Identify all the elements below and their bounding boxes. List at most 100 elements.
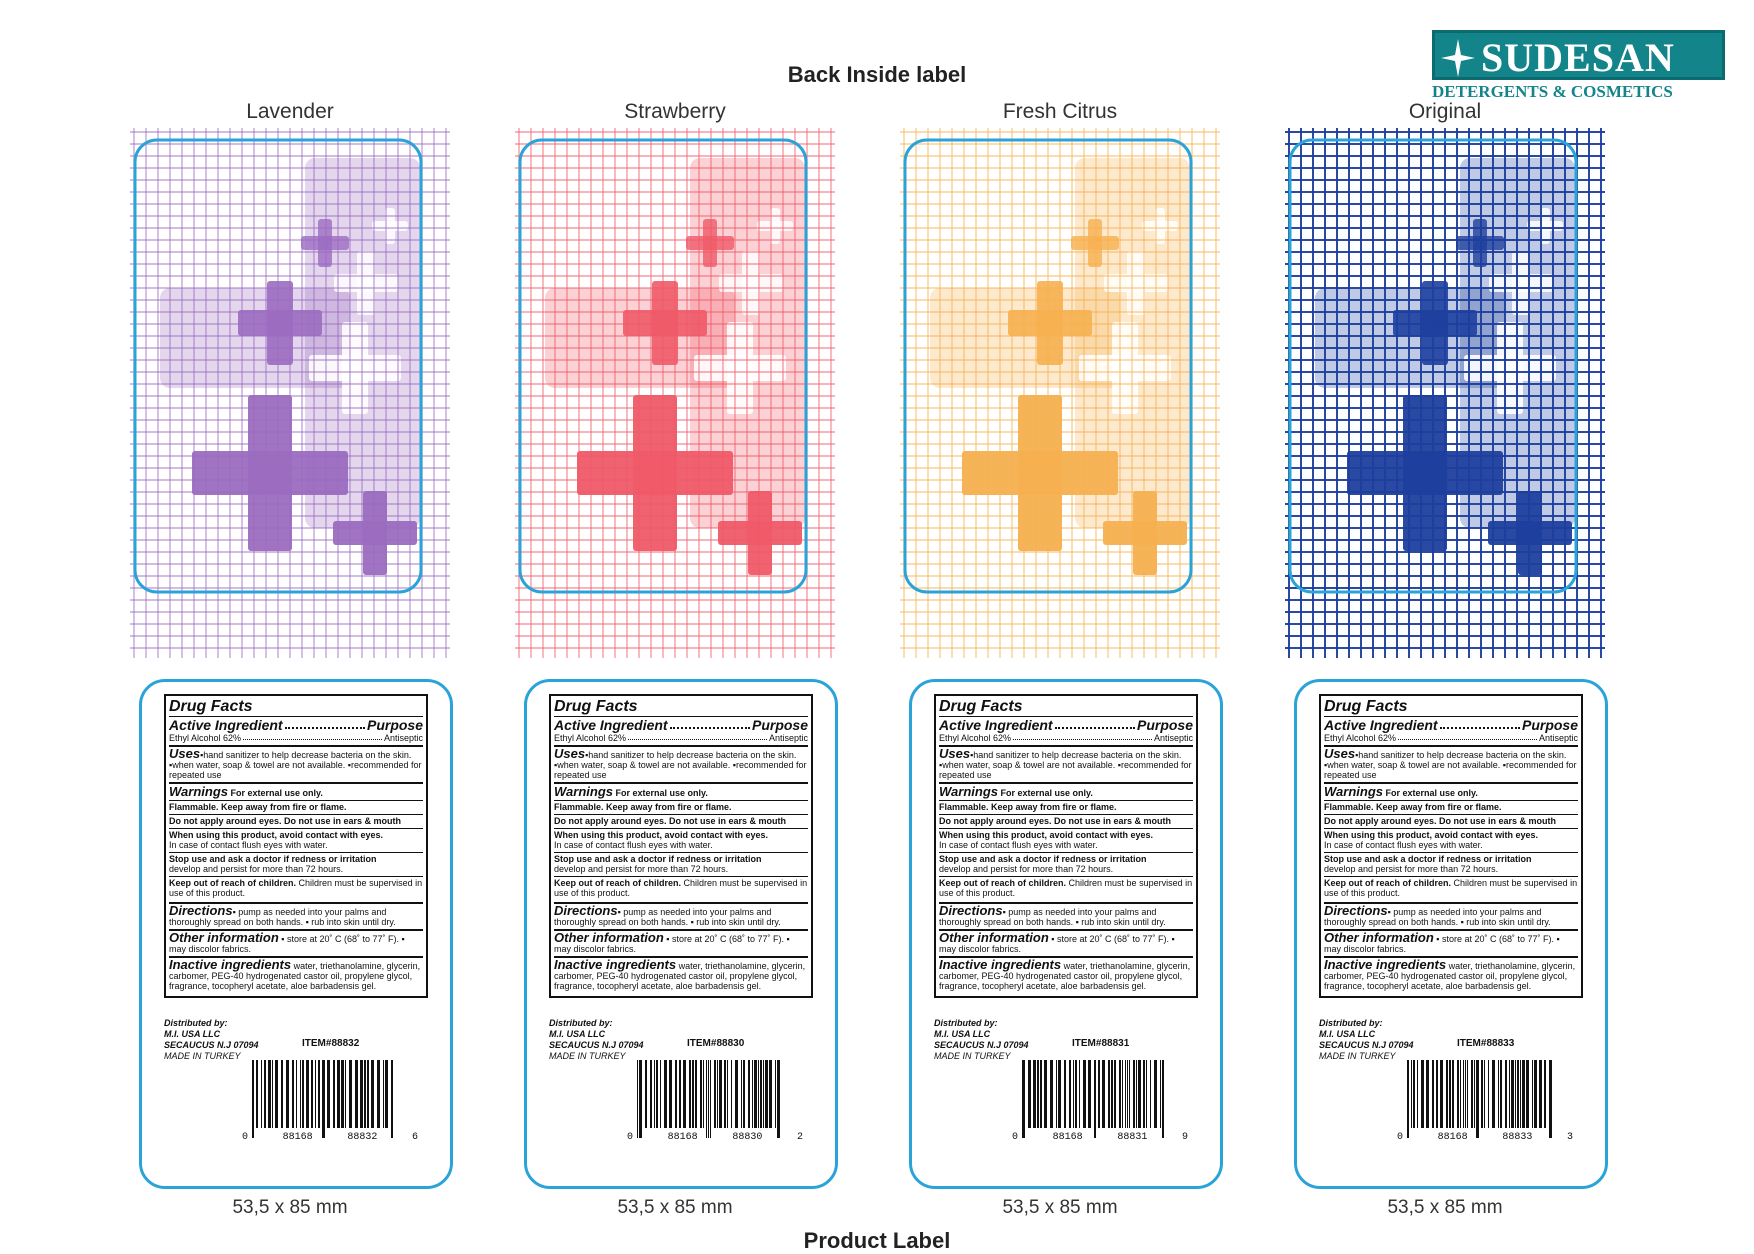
barcode-bar bbox=[763, 1060, 764, 1128]
barcode-bar bbox=[345, 1060, 346, 1128]
barcode-bar bbox=[1146, 1060, 1147, 1128]
barcode-bar bbox=[1058, 1060, 1061, 1128]
barcode-digit-left: 0 bbox=[242, 1132, 249, 1143]
warnings-section: Warnings For external use only. Flammabl… bbox=[554, 784, 808, 904]
barcode-bar bbox=[1073, 1060, 1074, 1128]
warning-flammable: Flammable. Keep away from fire or flame. bbox=[939, 801, 1193, 815]
warning-children-line2: Children must be supervised in use of th… bbox=[1324, 878, 1578, 898]
barcode-bar bbox=[385, 1060, 388, 1128]
barcode-bar bbox=[1143, 1060, 1145, 1128]
barcode-bar bbox=[281, 1060, 283, 1128]
inactive-section: Inactive ingredients water, triethanolam… bbox=[169, 958, 423, 993]
distributor-name: M.I. USA LLC bbox=[934, 1029, 991, 1039]
ingredient-row: Ethyl Alcohol 62% Antiseptic bbox=[554, 733, 808, 747]
barcode-digit-right: 2 bbox=[796, 1132, 803, 1143]
uses-heading: Uses bbox=[1324, 746, 1356, 761]
barcode-bar bbox=[703, 1060, 704, 1128]
warning-contact: When using this product, avoid contact w… bbox=[169, 829, 423, 853]
barcode bbox=[252, 1060, 393, 1138]
cross-bottom-h bbox=[333, 521, 417, 545]
directions-heading: Directions bbox=[1324, 903, 1388, 918]
ingredient-name: Ethyl Alcohol 62% bbox=[1324, 733, 1397, 743]
inactive-section: Inactive ingredients water, triethanolam… bbox=[939, 958, 1193, 993]
barcode-bar bbox=[769, 1060, 772, 1128]
barcode-bar bbox=[656, 1060, 658, 1128]
back-label: Drug Facts Active Ingredient Purpose Eth… bbox=[909, 679, 1223, 1189]
distributor-name: M.I. USA LLC bbox=[164, 1029, 221, 1039]
barcode-bar bbox=[708, 1060, 709, 1138]
logo-box: SUDESAN bbox=[1432, 30, 1725, 80]
front-outline bbox=[518, 138, 808, 594]
barcode-bar bbox=[1033, 1060, 1036, 1128]
drug-facts-panel: Drug Facts Active Ingredient Purpose Eth… bbox=[934, 694, 1198, 998]
warnings-section: Warnings For external use only. Flammabl… bbox=[939, 784, 1193, 904]
cross-white-small-h bbox=[1104, 274, 1168, 292]
uses-section: Uses▪hand sanitizer to help decrease bac… bbox=[169, 747, 423, 784]
drug-facts-title: Drug Facts bbox=[1324, 698, 1578, 717]
front-outline bbox=[903, 138, 1193, 594]
variant-name: Lavender bbox=[246, 100, 334, 123]
warning-stop-line2: develop and persist for more than 72 hou… bbox=[554, 864, 729, 874]
cross-large-h bbox=[962, 451, 1118, 495]
barcode-bar bbox=[639, 1060, 642, 1138]
barcode-bar bbox=[275, 1060, 278, 1128]
barcode-bar bbox=[1484, 1060, 1485, 1128]
company-name: SUDESAN bbox=[1481, 35, 1675, 80]
barcode-bar bbox=[1505, 1060, 1507, 1128]
back-label: Drug Facts Active Ingredient Purpose Eth… bbox=[139, 679, 453, 1189]
barcode-bar bbox=[706, 1060, 707, 1138]
other-info-heading: Other information bbox=[169, 930, 279, 945]
drug-facts-title: Drug Facts bbox=[939, 698, 1193, 717]
drug-facts-title: Drug Facts bbox=[554, 698, 808, 717]
barcode-bar bbox=[1119, 1060, 1121, 1128]
barcode-bar bbox=[743, 1060, 745, 1128]
other-info-text: ▪ store at 20˚ C (68˚ to 77˚ F). ▪ may d… bbox=[169, 934, 405, 954]
leader-dots bbox=[1013, 733, 1152, 740]
barcode-bar bbox=[1094, 1060, 1096, 1138]
warnings-intro-row: Warnings For external use only. bbox=[554, 785, 808, 801]
warning-contact: When using this product, avoid contact w… bbox=[1324, 829, 1578, 853]
ingredient-row: Ethyl Alcohol 62% Antiseptic bbox=[939, 733, 1193, 747]
warnings-heading: Warnings bbox=[1324, 784, 1383, 799]
uses-text: ▪hand sanitizer to help decrease bacteri… bbox=[554, 750, 807, 780]
barcode-bar bbox=[1460, 1060, 1461, 1128]
barcode-bar bbox=[322, 1060, 325, 1138]
barcode-bar bbox=[692, 1060, 694, 1128]
inactive-heading: Inactive ingredients bbox=[939, 957, 1062, 972]
directions-section: Directions▪ pump as needed into your pal… bbox=[1324, 904, 1578, 931]
warning-contact-line1: When using this product, avoid contact w… bbox=[554, 830, 769, 840]
barcode-bar bbox=[1417, 1060, 1418, 1128]
cross-white-large-h bbox=[694, 355, 786, 381]
distributor-address: SECAUCUS N.J 07094 bbox=[934, 1040, 1029, 1050]
barcode-bar bbox=[727, 1060, 728, 1128]
purpose-heading: Purpose bbox=[1136, 717, 1193, 733]
barcode-bar bbox=[724, 1060, 726, 1128]
variant-name: Original bbox=[1408, 100, 1482, 123]
barcode-bar bbox=[327, 1060, 330, 1128]
distributed-by: Distributed by: bbox=[1319, 1018, 1383, 1028]
barcode-bar bbox=[1122, 1060, 1123, 1128]
warning-children-line1: Keep out of reach of children. bbox=[939, 878, 1067, 888]
warning-eyes: Do not apply around eyes. Do not use in … bbox=[1324, 815, 1578, 829]
barcode-bar bbox=[306, 1060, 309, 1128]
distributor-block: Distributed by: M.I. USA LLC SECAUCUS N.… bbox=[164, 1018, 259, 1062]
warning-contact-line2: In case of contact flush eyes with water… bbox=[169, 840, 328, 850]
leader-dots bbox=[1054, 717, 1135, 729]
active-ingredient-heading: Active Ingredient bbox=[554, 717, 668, 733]
barcode-bar bbox=[360, 1060, 363, 1128]
barcode-bar bbox=[1129, 1060, 1130, 1128]
warning-stop-line2: develop and persist for more than 72 hou… bbox=[939, 864, 1114, 874]
warning-contact-line1: When using this product, avoid contact w… bbox=[1324, 830, 1539, 840]
barcode-bar bbox=[1075, 1060, 1077, 1128]
warning-eyes: Do not apply around eyes. Do not use in … bbox=[554, 815, 808, 829]
barcode-bar bbox=[383, 1060, 384, 1128]
barcode-bar bbox=[754, 1060, 757, 1128]
barcode-bar bbox=[1154, 1060, 1157, 1128]
made-in: MADE IN TURKEY bbox=[934, 1051, 1011, 1061]
other-info-text: ▪ store at 20˚ C (68˚ to 77˚ F). ▪ may d… bbox=[1324, 934, 1560, 954]
size-label: 53,5 x 85 mm bbox=[617, 1197, 733, 1218]
barcode-bar bbox=[1432, 1060, 1434, 1128]
barcode-bar bbox=[765, 1060, 768, 1128]
cross-small-h bbox=[301, 236, 349, 250]
warnings-intro-row: Warnings For external use only. bbox=[939, 785, 1193, 801]
